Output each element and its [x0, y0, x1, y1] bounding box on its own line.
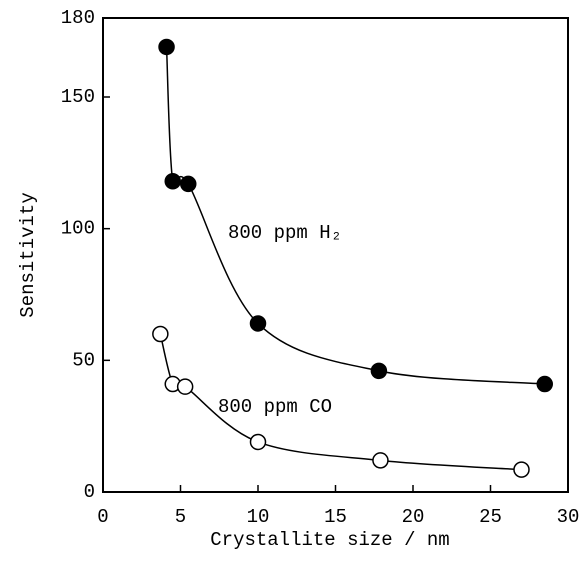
data-point [164, 173, 181, 190]
x-tick-label: 15 [324, 506, 347, 528]
x-tick-label: 20 [402, 506, 425, 528]
x-tick-label: 5 [175, 506, 186, 528]
data-point [158, 38, 175, 56]
data-point [536, 375, 553, 393]
y-tick-label: 150 [61, 86, 95, 108]
data-point [372, 452, 389, 469]
y-tick-label: 180 [61, 7, 95, 29]
data-point [513, 461, 530, 478]
data-point [152, 325, 169, 343]
fit-curve [165, 46, 545, 385]
y-tick-label: 0 [84, 481, 95, 503]
data-point [180, 175, 197, 193]
plot-frame [102, 17, 569, 493]
y-axis-label: Sensitivity [17, 192, 39, 317]
y-tick-label: 100 [61, 218, 95, 240]
y-tick-label: 50 [72, 349, 95, 371]
x-tick-label: 25 [479, 506, 502, 528]
series-label: 800 ppm CO [218, 396, 332, 418]
data-point [249, 433, 267, 451]
data-point [176, 378, 194, 395]
data-point [249, 315, 267, 332]
x-tick-label: 30 [557, 506, 580, 528]
fit-curve [159, 333, 522, 471]
x-tick-label: 10 [247, 506, 270, 528]
x-axis-label: Crystallite size / nm [210, 529, 449, 551]
x-tick-label: 0 [97, 506, 108, 528]
series-label: 800 ppm H₂ [228, 222, 342, 244]
data-point [370, 362, 388, 380]
